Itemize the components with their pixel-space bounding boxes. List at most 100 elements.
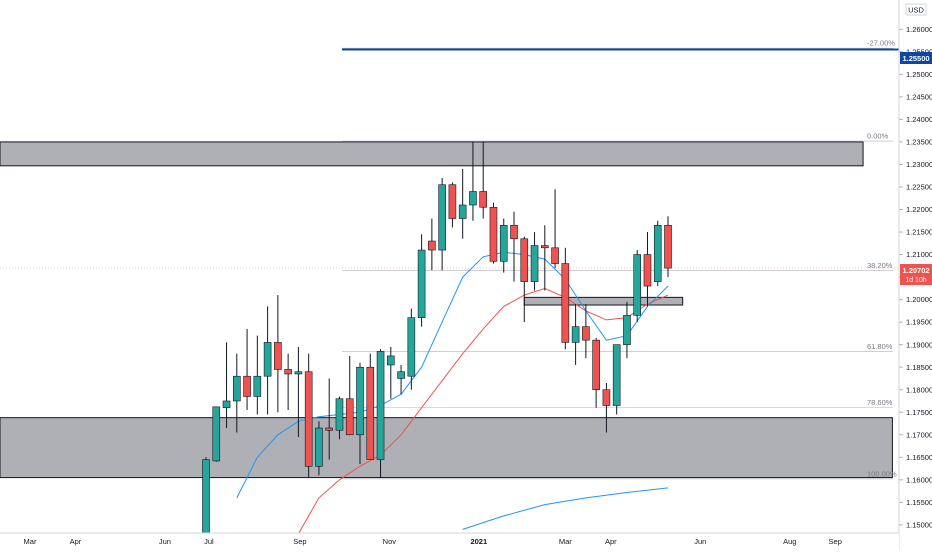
time-tick-label: Nov	[383, 537, 397, 546]
fib-level-label: 100.00%	[867, 469, 897, 478]
candle-body	[561, 263, 570, 343]
price-tick-label: 1.16500	[906, 453, 932, 462]
price-tick-label: 1.22500	[906, 183, 932, 192]
time-tick-label: Sep	[293, 537, 306, 546]
candle-body	[304, 371, 313, 467]
candle-body	[428, 240, 436, 251]
price-tick-label: 1.17000	[906, 430, 932, 439]
fib-level-label: 0.00%	[867, 132, 889, 141]
price-tick-label: 1.21000	[906, 250, 932, 259]
candle-body	[376, 351, 385, 460]
currency-label: USD	[908, 6, 924, 15]
candle-body	[530, 245, 539, 282]
price-tick-label: 1.21500	[906, 228, 932, 237]
last-price-badge	[900, 264, 932, 285]
candle-body	[397, 371, 405, 379]
candle-body	[664, 224, 672, 269]
last-price-label: 1.20702	[902, 266, 929, 275]
candle-body	[458, 204, 467, 219]
time-tick-label: 2021	[470, 537, 487, 546]
time-tick-label: Sep	[829, 537, 842, 546]
candle-body	[356, 366, 364, 436]
price-tick-label: 1.22000	[906, 205, 932, 214]
candle-body	[582, 326, 590, 341]
bar-countdown-label: 1d 10h	[905, 277, 927, 284]
price-tick-label: 1.18000	[906, 385, 932, 394]
time-tick-label: Mar	[24, 537, 37, 546]
time-tick-label: Jul	[204, 537, 214, 546]
time-scale[interactable]	[0, 533, 899, 550]
candle-body	[253, 375, 262, 397]
price-tick-label: 1.20000	[906, 295, 932, 304]
candle-body	[623, 315, 631, 345]
price-tick-label: 1.23000	[906, 160, 932, 169]
time-tick-label: Jun	[159, 537, 171, 546]
candle-body	[263, 342, 272, 377]
price-tick-label: 1.26000	[906, 25, 932, 34]
price-tick-label: 1.16000	[906, 475, 932, 484]
sma-slow-line	[297, 287, 669, 535]
candle-body	[643, 254, 652, 287]
sr-zone	[523, 296, 684, 306]
candle-body	[510, 224, 518, 240]
candle-body	[571, 326, 580, 343]
price-tick-label: 1.17500	[906, 408, 932, 417]
time-tick-label: Jun	[694, 537, 706, 546]
candle-body	[448, 184, 457, 219]
currency-badge[interactable]	[905, 3, 927, 16]
fib-level-label: 78.60%	[867, 398, 893, 407]
candle-body	[284, 369, 292, 375]
candle-body	[335, 398, 344, 431]
price-tick-label: 1.24500	[906, 92, 932, 101]
candle-body	[243, 375, 251, 397]
fib-level-label: -27.00%	[867, 39, 895, 48]
candle-body	[233, 375, 241, 402]
candle-body	[541, 245, 549, 249]
time-tick-label: Aug	[783, 537, 796, 546]
candle-body	[417, 249, 426, 318]
candle-body	[520, 238, 529, 282]
fib-level-label: 61.80%	[867, 342, 893, 351]
candle-body	[469, 191, 477, 206]
price-tick-label: 1.25500	[906, 47, 932, 56]
candle-body	[438, 184, 446, 251]
candle-body	[294, 371, 303, 375]
candle-body	[366, 366, 375, 460]
price-tick-label: 1.19500	[906, 318, 932, 327]
candle-body	[212, 406, 221, 462]
candle-body	[222, 400, 231, 409]
price-tick-label: 1.15500	[906, 498, 932, 507]
candle-body	[592, 339, 600, 391]
candle-body	[202, 459, 210, 539]
candle-body	[479, 191, 488, 208]
candle-body	[602, 389, 611, 406]
price-tick-label: 1.19000	[906, 340, 932, 349]
sma-long-line	[462, 487, 669, 530]
price-tick-label: 1.18500	[906, 363, 932, 372]
time-tick-label: Mar	[559, 537, 572, 546]
candle-body	[325, 427, 334, 431]
candle-body	[315, 427, 323, 467]
candle-body	[551, 247, 559, 264]
target-price-badge	[900, 52, 932, 64]
sr-zone	[0, 141, 864, 167]
sr-zone	[0, 417, 893, 479]
candle-body	[612, 344, 621, 406]
target-price-label: 1.25500	[902, 54, 929, 63]
candle-body	[274, 342, 282, 370]
fib-level-label: 38.20%	[867, 261, 893, 270]
candle-body	[633, 254, 642, 316]
time-tick-label: Apr	[605, 537, 617, 546]
candle-body	[653, 224, 662, 282]
candle-body	[499, 224, 508, 262]
candle-body	[407, 317, 416, 377]
price-tick-label: 1.23500	[906, 138, 932, 147]
price-tick-label: 1.25000	[906, 70, 932, 79]
candle-body	[387, 355, 395, 366]
price-tick-label: 1.24000	[906, 115, 932, 124]
candle-body	[345, 398, 354, 436]
time-tick-label: Apr	[70, 537, 82, 546]
price-tick-label: 1.15000	[906, 520, 932, 529]
